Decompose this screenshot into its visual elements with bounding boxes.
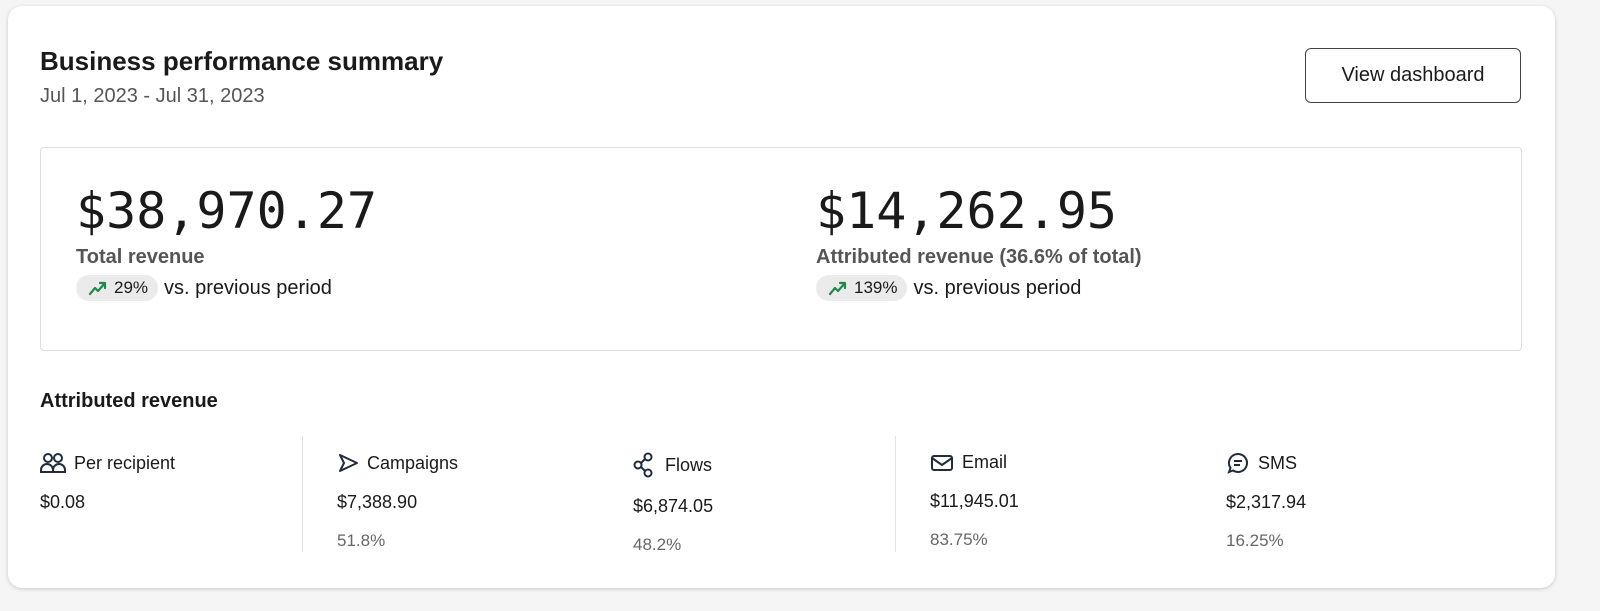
stat-percent: 48.2% — [633, 535, 682, 554]
stat-label: SMS — [1258, 452, 1298, 473]
trend-up-icon — [828, 281, 847, 296]
per-recipient-stat: Per recipient $0.08 — [40, 452, 175, 513]
attributed-revenue-metric: $14,262.95 Attributed revenue (36.6% of … — [816, 182, 1142, 301]
flows-icon — [633, 452, 653, 478]
stat-value: $0.08 — [40, 492, 86, 512]
stat-value: $6,874.05 — [633, 496, 714, 516]
stat-percent: 16.25% — [1226, 531, 1284, 550]
sms-icon — [1227, 452, 1248, 474]
view-dashboard-button[interactable]: View dashboard — [1305, 48, 1521, 103]
campaigns-stat: Campaigns $7,388.90 51.8% — [337, 452, 458, 551]
sms-stat: SMS $2,317.94 16.25% — [1226, 452, 1306, 551]
change-badge: 139% — [816, 275, 908, 301]
send-icon — [339, 454, 358, 472]
users-icon — [40, 453, 66, 473]
divider — [302, 436, 303, 552]
revenue-summary-box: $38,970.27 Total revenue 29% vs. previou… — [40, 147, 1522, 351]
attributed-section-title: Attributed revenue — [40, 390, 218, 412]
stat-percent: 83.75% — [930, 530, 988, 549]
card-title: Business performance summary — [40, 46, 444, 76]
stat-value: $7,388.90 — [337, 492, 418, 512]
change-suffix: vs. previous period — [164, 276, 332, 299]
stat-label: Email — [962, 452, 1008, 472]
change-suffix: vs. previous period — [913, 276, 1082, 299]
attributed-revenue-label: Attributed revenue (36.6% of total) — [816, 246, 1142, 268]
business-performance-card: Business performance summary Jul 1, 2023… — [8, 6, 1555, 588]
change-percent: 29% — [114, 278, 149, 297]
email-stat: Email $11,945.01 83.75% — [930, 452, 1019, 550]
total-revenue-label: Total revenue — [76, 246, 205, 268]
change-badge: 29% — [76, 275, 159, 301]
total-revenue-metric: $38,970.27 Total revenue 29% vs. previou… — [76, 182, 377, 301]
total-revenue-value: $38,970.27 — [76, 182, 378, 240]
attributed-revenue-value: $14,262.95 — [816, 182, 1118, 240]
date-range: Jul 1, 2023 - Jul 31, 2023 — [40, 85, 265, 107]
divider — [895, 436, 896, 552]
stat-percent: 51.8% — [337, 531, 386, 550]
stat-label: Per recipient — [74, 452, 176, 473]
trend-up-icon — [88, 281, 107, 296]
stat-value: $11,945.01 — [930, 491, 1019, 511]
email-icon — [931, 454, 953, 471]
change-percent: 139% — [854, 278, 898, 297]
flows-stat: Flows $6,874.05 48.2% — [633, 452, 713, 555]
stat-label: Campaigns — [367, 452, 459, 473]
stat-value: $2,317.94 — [1226, 492, 1307, 512]
stat-label: Flows — [665, 454, 713, 475]
